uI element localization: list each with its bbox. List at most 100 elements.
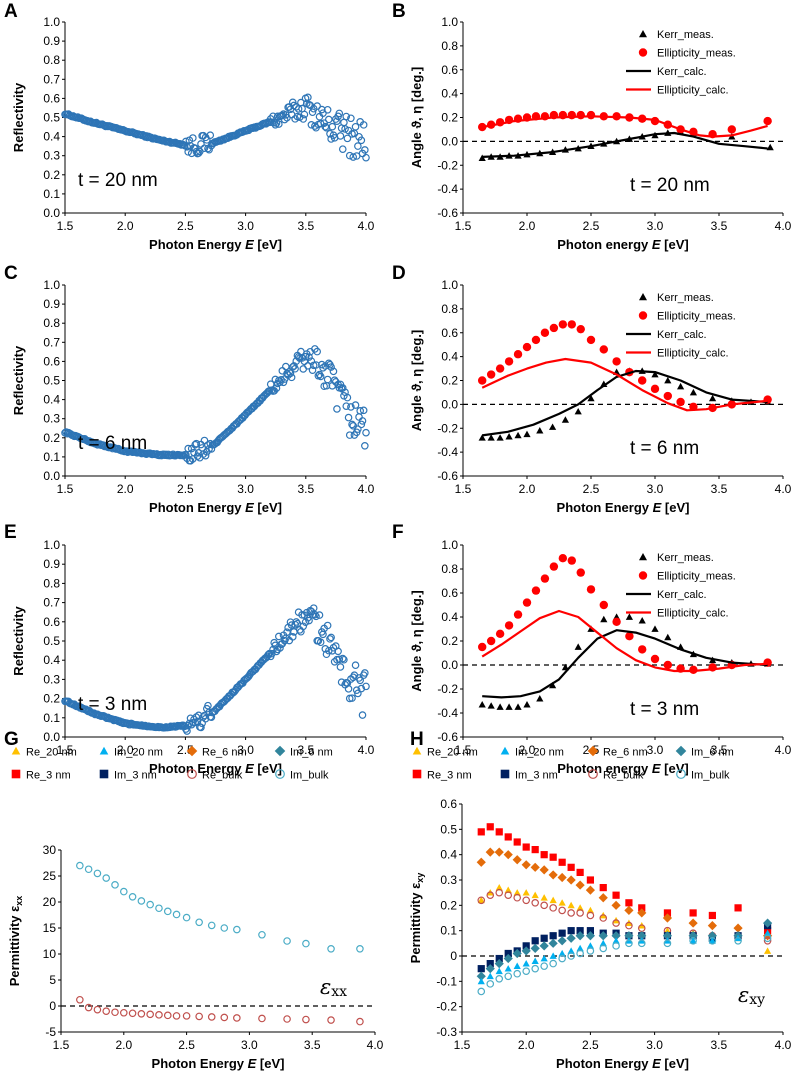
data-point <box>172 910 181 919</box>
data-point <box>120 1008 128 1017</box>
data-point <box>302 939 310 948</box>
x-tick-label: 3.0 <box>646 1038 663 1052</box>
data-point <box>522 342 532 352</box>
data-point <box>356 407 364 415</box>
x-tick-label: 3.0 <box>647 482 664 496</box>
data-point <box>625 613 633 620</box>
y-tick-label: 1.0 <box>441 15 458 29</box>
data-point <box>540 894 548 901</box>
x-tick-label: 4.0 <box>358 482 375 496</box>
x-tick-label: 4.0 <box>775 482 792 496</box>
data-point <box>558 899 566 906</box>
y-tick-label: 0 <box>49 999 56 1013</box>
y-tick-label: -0.1 <box>436 974 457 988</box>
x-axis-title: Photon energy E [eV] <box>557 237 688 252</box>
y-tick-label: 0.3 <box>440 873 457 887</box>
data-point <box>201 451 210 460</box>
y-tick-label: 0.2 <box>441 374 458 388</box>
y-tick-label: -5 <box>45 1025 56 1039</box>
data-point <box>574 643 582 650</box>
legend-label: Im_6 nm <box>691 747 734 759</box>
data-point <box>558 554 568 563</box>
y-tick-label: 0.4 <box>43 130 60 144</box>
data-point <box>183 727 191 735</box>
data-point <box>356 944 364 953</box>
data-point <box>566 933 576 943</box>
data-point <box>301 618 310 626</box>
data-point <box>299 365 308 373</box>
y-tick-label: 0.1 <box>43 187 60 201</box>
data-point <box>478 642 487 652</box>
legend-swatch <box>676 769 686 779</box>
annotation: εxy <box>738 983 765 1008</box>
data-point <box>677 382 685 390</box>
data-point <box>334 647 342 656</box>
data-point <box>155 904 163 913</box>
data-point <box>233 1014 241 1022</box>
x-tick-label: 3.0 <box>237 743 254 757</box>
data-point <box>308 366 317 374</box>
data-point <box>727 125 736 134</box>
data-point <box>264 650 273 659</box>
legend-swatch <box>99 746 109 755</box>
data-point <box>531 586 541 595</box>
legend-label: Ellipticity_meas. <box>657 48 736 60</box>
y-tick-label: 0.8 <box>441 302 458 316</box>
data-point <box>320 119 328 127</box>
data-point <box>205 145 213 154</box>
data-point <box>354 689 362 698</box>
data-point <box>624 905 634 915</box>
data-point <box>548 938 558 948</box>
x-axis-title: Photon Energy E [eV] <box>557 500 690 515</box>
data-point <box>359 406 368 415</box>
legend-swatch <box>275 769 285 779</box>
data-point <box>192 439 201 448</box>
data-point <box>195 918 203 927</box>
data-point <box>340 655 348 664</box>
data-point <box>478 154 486 161</box>
data-point <box>362 153 370 162</box>
data-point <box>561 416 569 423</box>
legend-label: Im_6 nm <box>290 747 333 759</box>
data-point <box>540 954 548 962</box>
data-point <box>676 397 685 407</box>
data-point <box>348 694 356 702</box>
data-point <box>650 654 660 664</box>
data-point <box>576 927 584 935</box>
data-point <box>351 122 360 131</box>
data-point <box>598 931 608 941</box>
x-tick-label: 3.0 <box>237 219 254 233</box>
data-point <box>599 914 608 922</box>
data-point <box>586 911 595 920</box>
data-point <box>599 884 607 892</box>
data-point <box>503 953 513 964</box>
x-tick-label: 2.5 <box>177 219 194 233</box>
data-point <box>651 370 659 378</box>
data-point <box>513 889 521 896</box>
y-tick-label: 0.3 <box>43 412 60 426</box>
data-point <box>292 618 301 626</box>
data-point <box>345 431 354 439</box>
data-point <box>540 328 550 337</box>
data-point <box>349 153 358 161</box>
data-point <box>347 403 355 411</box>
data-point <box>155 1011 163 1019</box>
data-point <box>102 1007 111 1016</box>
data-point <box>278 111 287 120</box>
data-point <box>540 574 550 583</box>
data-point <box>356 1017 364 1026</box>
data-point <box>308 108 317 117</box>
x-tick-label: 1.5 <box>57 482 74 496</box>
data-point <box>341 125 349 133</box>
legend-label: Re_3 nm <box>427 770 472 782</box>
data-point <box>567 947 575 954</box>
data-point <box>207 1013 216 1021</box>
data-point <box>496 434 504 441</box>
data-point <box>530 862 540 872</box>
data-point <box>549 959 557 968</box>
data-point <box>600 615 608 623</box>
data-point <box>327 363 335 371</box>
data-point <box>586 947 595 955</box>
y-tick-label: -0.4 <box>437 182 458 196</box>
